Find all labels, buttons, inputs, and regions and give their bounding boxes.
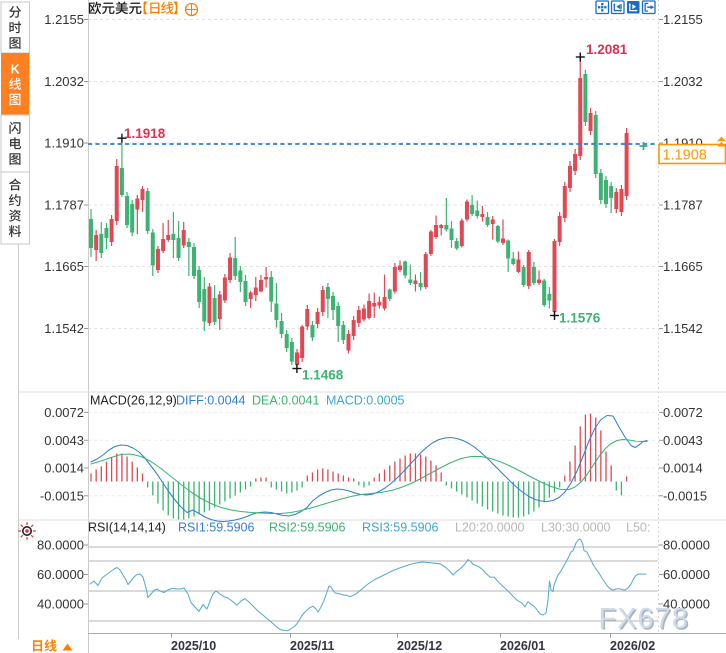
svg-text:1.2155: 1.2155 (44, 12, 84, 27)
svg-text:1.1542: 1.1542 (44, 321, 84, 336)
svg-text:0.0014: 0.0014 (663, 461, 703, 476)
svg-text:1.1908: 1.1908 (663, 147, 707, 163)
svg-text:1.2032: 1.2032 (44, 74, 84, 89)
svg-text:1.2032: 1.2032 (663, 74, 703, 89)
svg-text:0.0072: 0.0072 (44, 405, 84, 420)
svg-text:K: K (11, 62, 20, 76)
svg-text:1.1787: 1.1787 (44, 198, 84, 213)
svg-text:60.0000: 60.0000 (37, 567, 84, 582)
svg-text:FX678: FX678 (600, 605, 690, 637)
svg-text:80.0000: 80.0000 (37, 538, 84, 553)
svg-text:0.0014: 0.0014 (44, 461, 84, 476)
svg-text:0.0043: 0.0043 (44, 433, 84, 448)
svg-text:-0.0015: -0.0015 (40, 488, 84, 503)
svg-text:1.1910: 1.1910 (44, 136, 84, 151)
svg-text:FX678: FX678 (599, 603, 689, 635)
svg-text:RSI3:59.5906: RSI3:59.5906 (362, 521, 438, 535)
svg-text:1.1542: 1.1542 (663, 321, 703, 336)
svg-text:RSI(14,14,14): RSI(14,14,14) (88, 521, 166, 535)
svg-text:0.0072: 0.0072 (663, 405, 703, 420)
svg-text:40.0000: 40.0000 (37, 597, 84, 612)
svg-text:1.1468: 1.1468 (302, 368, 344, 383)
svg-text:0.0043: 0.0043 (663, 433, 703, 448)
svg-text:1.1665: 1.1665 (663, 259, 703, 274)
svg-text:2026/01: 2026/01 (500, 639, 545, 653)
svg-text:-0.0015: -0.0015 (663, 488, 707, 503)
svg-text:1.1918: 1.1918 (124, 126, 166, 141)
svg-text:MACD(26,12,9): MACD(26,12,9) (90, 394, 177, 408)
svg-text:DIFF:0.0044: DIFF:0.0044 (176, 394, 246, 408)
svg-text:2026/02: 2026/02 (610, 639, 655, 653)
svg-text:2025/11: 2025/11 (290, 639, 335, 653)
svg-text:DEA:0.0041: DEA:0.0041 (252, 394, 319, 408)
svg-text:1.1787: 1.1787 (663, 198, 703, 213)
svg-text:L50:: L50: (626, 521, 650, 535)
svg-text:1.2081: 1.2081 (586, 42, 628, 57)
svg-text:2025/10: 2025/10 (171, 639, 216, 653)
svg-text:L30:30.0000: L30:30.0000 (541, 521, 611, 535)
svg-text:80.0000: 80.0000 (663, 538, 710, 553)
svg-text:1.1576: 1.1576 (559, 311, 601, 326)
svg-text:RSI1:59.5906: RSI1:59.5906 (178, 521, 254, 535)
svg-text:L20:20.0000: L20:20.0000 (455, 521, 525, 535)
svg-text:1.2155: 1.2155 (663, 12, 703, 27)
svg-text:RSI2:59.5906: RSI2:59.5906 (269, 521, 345, 535)
svg-text:2025/12: 2025/12 (397, 639, 442, 653)
svg-text:60.0000: 60.0000 (663, 567, 710, 582)
svg-text:1.1665: 1.1665 (44, 259, 84, 274)
svg-text:40.0000: 40.0000 (663, 597, 710, 612)
svg-text:MACD:0.0005: MACD:0.0005 (326, 394, 405, 408)
